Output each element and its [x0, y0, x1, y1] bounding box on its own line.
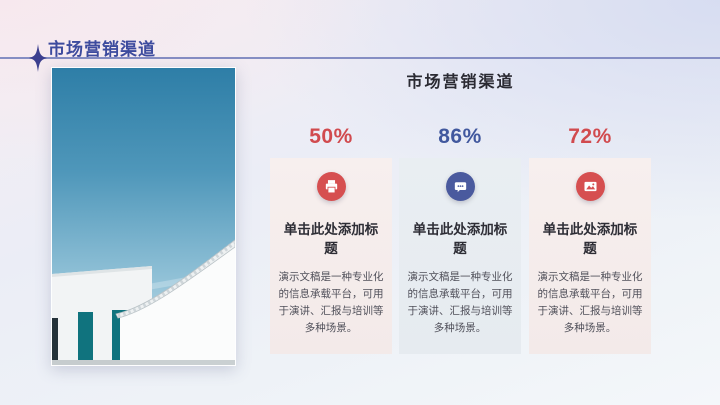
page-title: 市场营销渠道	[48, 40, 156, 59]
percent-value: 50%	[309, 125, 353, 148]
printer-icon	[316, 172, 346, 201]
info-card[interactable]: 单击此处添加标题 演示文稿是一种专业化的信息承载平台，可用于演讲、汇报与培训等多…	[399, 158, 521, 354]
info-card[interactable]: 单击此处添加标题 演示文稿是一种专业化的信息承载平台，可用于演讲、汇报与培训等多…	[270, 158, 392, 354]
card-body-text: 演示文稿是一种专业化的信息承载平台，可用于演讲、汇报与培训等多种场景。	[278, 270, 384, 334]
sparkle-icon	[29, 44, 47, 72]
stat-column-1: 50% 单击此处添加标题 演示文稿是一种专业化的信息承载平台，可用于演讲、汇报与…	[270, 120, 392, 354]
chat-icon	[445, 172, 475, 201]
stat-column-2: 86% 单击此处添加标题 演示文稿是一种专业化的信息承载平台，可用于演讲、汇报与…	[399, 120, 521, 354]
card-heading: 单击此处添加标题	[283, 222, 379, 256]
card-body-text: 演示文稿是一种专业化的信息承载平台，可用于演讲、汇报与培训等多种场景。	[537, 270, 643, 334]
card-heading: 单击此处添加标题	[412, 222, 508, 256]
percent-value: 72%	[568, 125, 612, 148]
header-divider-line	[0, 57, 720, 59]
image-icon	[575, 172, 605, 201]
stat-column-3: 72% 单击此处添加标题 演示文稿是一种专业化的信息承载平台，可用于演讲、汇报与…	[529, 120, 651, 354]
info-card[interactable]: 单击此处添加标题 演示文稿是一种专业化的信息承载平台，可用于演讲、汇报与培训等多…	[529, 158, 651, 354]
architecture-photo	[51, 67, 236, 366]
content-title: 市场营销渠道	[406, 74, 515, 91]
card-heading: 单击此处添加标题	[542, 222, 638, 256]
percent-value: 86%	[438, 125, 482, 148]
card-body-text: 演示文稿是一种专业化的信息承载平台，可用于演讲、汇报与培训等多种场景。	[407, 270, 513, 334]
